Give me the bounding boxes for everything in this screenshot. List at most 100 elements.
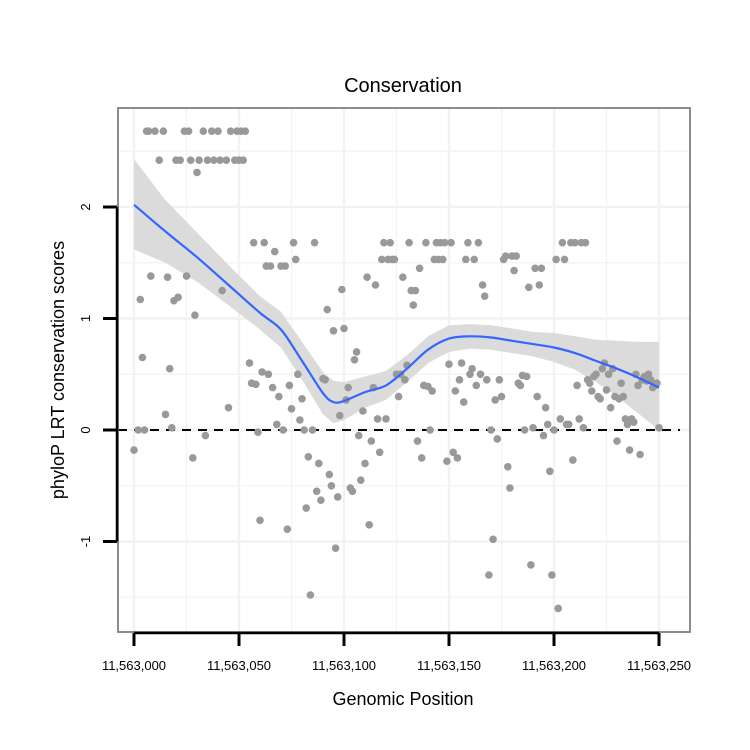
data-point: [298, 395, 306, 403]
data-point: [218, 286, 226, 295]
y-axis-title: phyloP LRT conservation scores: [48, 241, 68, 499]
data-point: [491, 396, 500, 404]
data-point: [541, 403, 550, 412]
data-point: [464, 238, 472, 247]
y-tick-label: 1: [78, 315, 93, 322]
data-point: [340, 324, 348, 333]
data-point: [569, 456, 577, 464]
data-point: [300, 426, 308, 434]
data-point: [256, 516, 264, 525]
data-point: [199, 127, 208, 135]
data-point: [426, 426, 434, 434]
data-point: [443, 457, 451, 466]
data-point: [140, 426, 149, 434]
data-point: [264, 370, 273, 379]
data-point: [174, 293, 182, 302]
data-point: [239, 156, 247, 164]
data-point: [281, 262, 290, 270]
data-point: [336, 411, 344, 420]
data-point: [455, 376, 464, 384]
data-point: [453, 454, 462, 462]
data-point: [375, 448, 384, 457]
data-point: [617, 379, 625, 388]
data-point: [352, 348, 361, 356]
data-point: [401, 376, 409, 384]
data-point: [487, 426, 495, 434]
data-point: [136, 295, 145, 304]
data-point: [428, 387, 437, 395]
data-point: [151, 127, 159, 135]
data-point: [537, 264, 546, 273]
data-point: [390, 255, 399, 264]
data-point: [186, 156, 195, 164]
data-point: [361, 459, 369, 468]
y-tick-label: 0: [78, 426, 93, 433]
y-tick-label: 2: [78, 203, 93, 210]
data-point: [144, 127, 153, 135]
data-point: [457, 359, 466, 367]
data-point: [558, 238, 567, 247]
data-point: [245, 359, 254, 367]
data-point: [556, 415, 565, 423]
data-point: [216, 156, 224, 164]
data-point: [630, 418, 638, 427]
data-point: [254, 428, 262, 437]
data-point: [405, 238, 413, 247]
data-point: [548, 571, 556, 579]
data-point: [302, 504, 311, 512]
data-point: [527, 561, 535, 569]
data-point: [533, 392, 541, 401]
data-point: [592, 370, 600, 379]
data-point: [476, 370, 485, 379]
data-point: [636, 450, 644, 459]
data-point: [283, 525, 292, 533]
data-point: [623, 420, 632, 429]
data-point: [329, 327, 338, 335]
data-point: [287, 405, 296, 413]
data-point: [573, 381, 581, 390]
data-point: [575, 415, 583, 423]
data-point: [451, 387, 460, 395]
data-point: [489, 535, 497, 544]
data-point: [207, 127, 216, 135]
data-point: [159, 127, 168, 135]
data-point: [321, 376, 329, 384]
x-tick-label: 11,563,100: [312, 658, 376, 673]
data-point: [493, 435, 502, 443]
data-point: [323, 305, 332, 314]
data-point: [359, 407, 367, 415]
data-point: [522, 372, 531, 381]
data-point: [554, 604, 562, 613]
chart-title: Conservation: [344, 75, 462, 97]
data-point: [184, 127, 193, 135]
data-point: [546, 467, 554, 476]
data-point: [308, 426, 317, 434]
data-point: [447, 238, 455, 247]
data-point: [378, 255, 386, 264]
data-point: [619, 392, 628, 401]
data-point: [147, 272, 155, 280]
data-point: [604, 370, 613, 379]
data-point: [241, 127, 250, 135]
data-point: [606, 403, 615, 412]
data-point: [195, 156, 203, 164]
data-point: [331, 544, 340, 552]
data-point: [422, 238, 430, 247]
data-point: [373, 415, 382, 423]
data-point: [506, 484, 514, 492]
data-point: [258, 368, 266, 376]
data-point: [478, 281, 487, 289]
smooth-line: [133, 203, 660, 404]
data-point: [474, 238, 483, 247]
data-point: [285, 381, 294, 390]
x-tick-label: 11,563,050: [207, 658, 271, 673]
data-point: [417, 454, 426, 462]
data-point: [363, 273, 371, 282]
data-point: [189, 454, 197, 462]
data-point: [504, 463, 512, 471]
data-point: [203, 156, 212, 164]
data-point: [543, 420, 552, 429]
data-point: [470, 255, 479, 264]
axes: 11,563,000 11,563,050 11,563,100 11,563,150…: [78, 203, 691, 673]
